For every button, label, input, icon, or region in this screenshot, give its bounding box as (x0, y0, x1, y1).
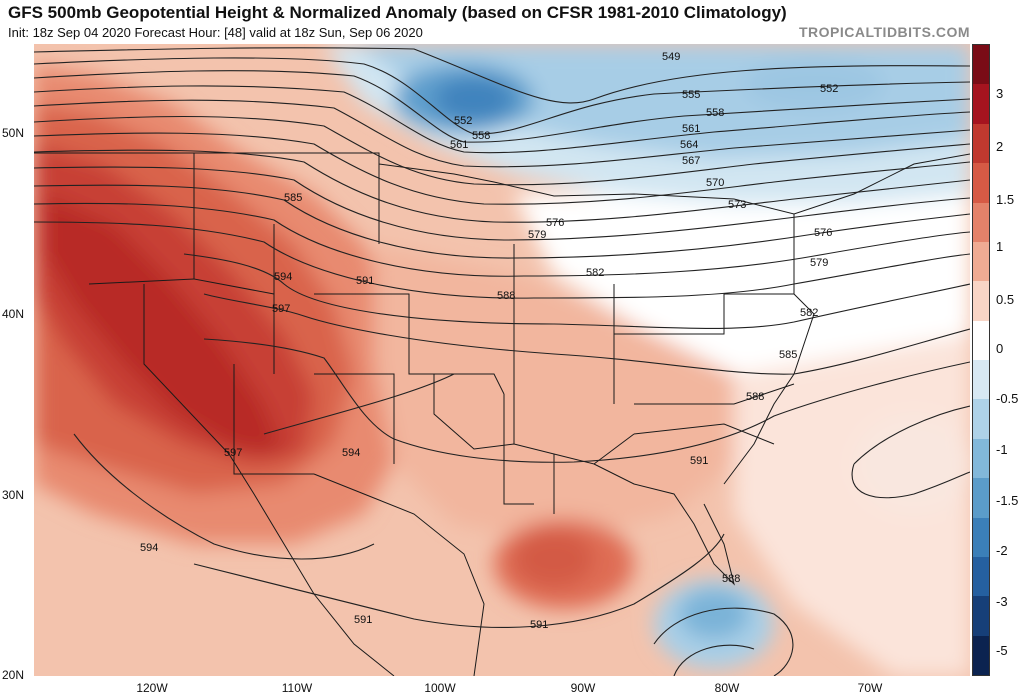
colorbar-segment (973, 202, 989, 242)
colorbar-label: -1 (996, 442, 1008, 457)
colorbar-segment (973, 399, 989, 439)
lon-label: 100W (424, 681, 456, 695)
colorbar-segment (973, 84, 989, 124)
colorbar-segment (973, 478, 989, 518)
boundaries (34, 152, 970, 676)
weather-map: 549 552 552 555 558 558 561 561 564 567 … (34, 44, 970, 676)
contour-label: 591 (530, 619, 548, 631)
colorbar-segment (973, 438, 989, 479)
colorbar-label: -2 (996, 543, 1008, 558)
colorbar-segment (973, 123, 989, 164)
contour-label: 585 (284, 192, 302, 204)
colorbar-label: 3 (996, 86, 1004, 101)
colorbar-segment (973, 517, 989, 557)
colorbar-label: -1.5 (996, 493, 1019, 508)
contour-label: 582 (800, 307, 818, 319)
map-svg: 549 552 552 555 558 558 561 561 564 567 … (34, 44, 970, 676)
brand-watermark: TROPICALTIDBITS.COM (798, 24, 970, 40)
contour-label: 591 (356, 275, 374, 287)
contour-label: 591 (354, 614, 372, 626)
contour-label: 555 (682, 89, 700, 101)
contour-label: 558 (706, 107, 724, 119)
colorbar-segment (973, 320, 989, 360)
contour-label: 591 (690, 455, 708, 467)
lon-label: 90W (570, 681, 596, 695)
contour-label: 585 (779, 349, 797, 361)
colorbar (972, 44, 990, 676)
colorbar-label: 2 (996, 139, 1004, 154)
contour-label: 567 (682, 155, 700, 167)
contour-label: 579 (810, 257, 828, 269)
contour-label: 558 (472, 130, 490, 142)
lat-label: 30N (2, 488, 25, 502)
chart-subtitle: Init: 18z Sep 04 2020 Forecast Hour: [48… (8, 25, 423, 40)
contour-label: 597 (224, 447, 242, 459)
contour-label: 588 (746, 391, 764, 403)
contour-label: 588 (722, 573, 740, 585)
lon-label: 70W (857, 681, 883, 695)
contour-label: 570 (706, 177, 724, 189)
lat-label: 50N (2, 126, 25, 140)
contour-label: 552 (454, 115, 472, 127)
contour-label: 579 (528, 229, 546, 241)
contour-label: 573 (728, 199, 746, 211)
lat-label: 40N (2, 307, 25, 321)
lon-label: 80W (714, 681, 740, 695)
colorbar-segment (973, 241, 989, 282)
colorbar-segment (973, 635, 989, 675)
contour-label: 552 (820, 83, 838, 95)
contour-label: 564 (680, 139, 698, 151)
colorbar-label: 1.5 (996, 192, 1015, 207)
contour-label: 597 (272, 303, 290, 315)
colorbar-label: -3 (996, 594, 1008, 609)
height-contours (34, 47, 970, 676)
colorbar-segment (973, 556, 989, 597)
colorbar-segment (973, 281, 989, 321)
contour-label: 561 (682, 123, 700, 135)
contour-label: 588 (497, 290, 515, 302)
colorbar-label: 0 (996, 341, 1004, 356)
colorbar-segment (973, 360, 989, 400)
lon-label: 120W (136, 681, 168, 695)
chart-title: GFS 500mb Geopotential Height & Normaliz… (8, 3, 787, 22)
lat-label: 20N (2, 668, 25, 682)
contour-label: 594 (274, 271, 292, 283)
contour-labels: 549 552 552 555 558 558 561 561 564 567 … (140, 51, 838, 631)
contour-label: 582 (586, 267, 604, 279)
colorbar-label: 0.5 (996, 292, 1015, 307)
colorbar-label: -0.5 (996, 391, 1019, 406)
contour-label: 549 (662, 51, 680, 63)
contour-label: 576 (546, 217, 564, 229)
lon-label: 110W (281, 681, 313, 695)
colorbar-label: 1 (996, 239, 1004, 254)
contour-label: 561 (450, 139, 468, 151)
contour-label: 594 (342, 447, 360, 459)
contour-label: 594 (140, 542, 158, 554)
colorbar-segment (973, 45, 989, 85)
colorbar-segment (973, 163, 989, 203)
colorbar-label: -5 (996, 643, 1008, 658)
colorbar-segment (973, 596, 989, 636)
contour-label: 576 (814, 227, 832, 239)
chart-header: GFS 500mb Geopotential Height & Normaliz… (0, 0, 1024, 44)
